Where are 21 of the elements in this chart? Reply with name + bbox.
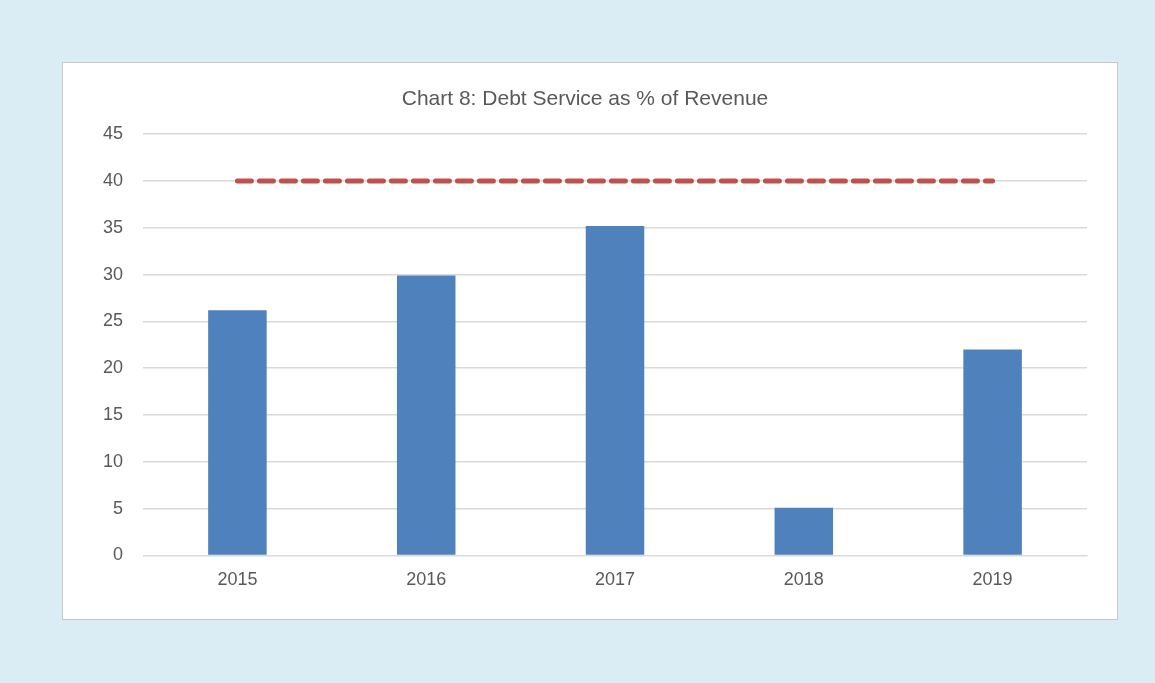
y-tick-label: 20 (102, 357, 124, 378)
x-tick-label: 2015 (217, 569, 258, 590)
x-tick-label: 2016 (406, 569, 447, 590)
bar (963, 349, 1022, 555)
y-tick-label: 35 (102, 216, 124, 237)
y-tick-label: 30 (102, 263, 124, 284)
y-tick-label: 0 (113, 544, 124, 565)
bar (396, 275, 456, 555)
bar (585, 225, 645, 555)
chart-title: Chart 8: Debt Service as % of Revenue (401, 86, 769, 110)
x-tick-label: 2019 (972, 569, 1013, 590)
y-tick-label: 5 (113, 497, 124, 518)
bar (208, 310, 267, 555)
bar (774, 507, 834, 555)
y-tick-label: 40 (102, 169, 124, 190)
y-tick-label: 45 (102, 123, 124, 144)
y-tick-label: 10 (102, 450, 124, 471)
y-tick-label: 15 (102, 403, 124, 424)
x-tick-label: 2018 (783, 569, 824, 590)
y-tick-label: 25 (102, 310, 124, 331)
x-tick-label: 2017 (594, 569, 636, 590)
